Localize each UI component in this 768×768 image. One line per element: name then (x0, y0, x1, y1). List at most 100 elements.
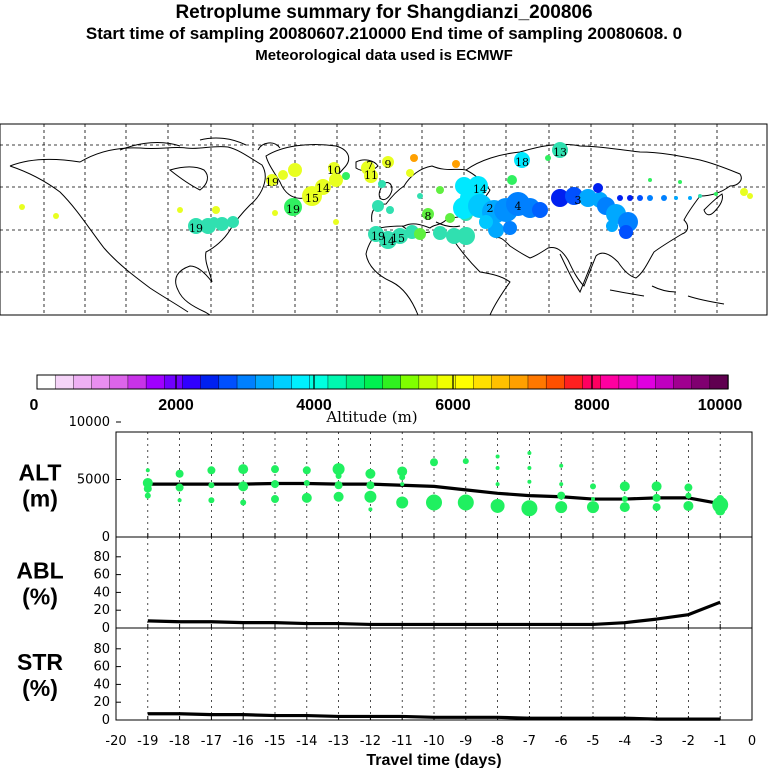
colorbar-tick-label: 0 (30, 397, 39, 414)
cluster-point (591, 497, 595, 502)
cluster-label: 14 (473, 183, 487, 196)
plume-cluster-dot (457, 227, 475, 245)
cluster-label: 10 (327, 164, 341, 177)
cluster-point (143, 484, 152, 493)
colorbar-swatch (473, 374, 493, 390)
colorbar-swatches (36, 374, 729, 390)
time-series-panels: 10000 5000 0 ALT (m) 80 60 40 20 0 ABL (%) 80 60 40 20 0… (16, 415, 756, 768)
plume-cluster-dot (648, 178, 652, 182)
plume-cluster-dot (382, 156, 394, 168)
plume-cluster-dot (53, 213, 59, 219)
x-tick-label: -14 (296, 734, 317, 749)
x-tick-label: -2 (682, 734, 695, 749)
colorbar-swatch (709, 374, 729, 390)
plume-cluster-dot (545, 155, 551, 161)
plume-cluster-dot (315, 179, 331, 195)
plume-cluster-dot (333, 219, 339, 225)
plume-cluster-dot (619, 225, 633, 239)
y-tick-label: 40 (93, 677, 110, 692)
plume-cluster-dot (436, 186, 444, 194)
colorbar-swatch (491, 374, 511, 390)
plume-cluster-dot (488, 222, 504, 238)
cluster-point (145, 468, 150, 473)
plume-cluster-dot (565, 187, 583, 205)
cluster-point (366, 481, 375, 490)
colorbar: 0 2000 4000 6000 8000 10000 Altitude (m) (30, 374, 743, 426)
y-tick-label: 0 (102, 530, 110, 545)
x-tick-label: -15 (264, 734, 285, 749)
colorbar-swatch (400, 374, 420, 390)
coast-asia (465, 143, 742, 287)
cluster-label: 19 (371, 230, 385, 243)
colorbar-swatch (36, 374, 56, 390)
plume-cluster-dot (674, 196, 678, 200)
colorbar-swatch (527, 374, 547, 390)
plume-clusters (19, 142, 753, 249)
colorbar-swatch (327, 374, 347, 390)
cluster-point (457, 494, 474, 511)
y-axis-label: STR (%) (17, 649, 63, 701)
cluster-point (303, 479, 310, 486)
plume-cluster-dot (364, 169, 378, 183)
cluster-point (142, 477, 153, 488)
plume-cluster-dot (284, 198, 302, 216)
cluster-point (495, 454, 500, 459)
x-tick-label: -5 (587, 734, 600, 749)
plume-cluster-dot (606, 220, 618, 232)
plume-cluster-dot (328, 162, 340, 174)
plume-cluster-dot (714, 192, 718, 196)
colorbar-swatch (636, 374, 656, 390)
plume-cluster-dot (678, 180, 682, 184)
x-tick-label: -8 (491, 734, 504, 749)
coast-hudson-bay (168, 166, 208, 191)
y-tick-label: 40 (93, 585, 110, 600)
colorbar-swatch (618, 374, 638, 390)
map-frame (0, 123, 768, 316)
coast-north-america-west (9, 165, 189, 313)
cluster-point (335, 473, 342, 480)
cluster-point (715, 505, 726, 516)
cluster-point (175, 483, 184, 492)
colorbar-swatch (345, 374, 366, 390)
cluster-point (490, 498, 505, 513)
cluster-point (590, 483, 596, 490)
cluster-label: 3 (575, 194, 582, 207)
colorbar-swatch (455, 374, 475, 390)
cluster-point (208, 482, 215, 489)
cluster-point (495, 466, 500, 470)
plume-cluster-dot (452, 160, 460, 168)
cluster-point (430, 458, 438, 467)
colorbar-swatch (564, 374, 584, 390)
cluster-label: 13 (553, 146, 567, 159)
colorbar-swatch (73, 374, 93, 390)
colorbar-tick-label: 10000 (698, 397, 743, 414)
cluster-point (399, 474, 406, 481)
panel-abl: 80 60 40 20 0 ABL (%) (16, 536, 753, 636)
coast-africa-east (451, 237, 511, 316)
cluster-point (685, 492, 692, 499)
plume-cluster-dot (378, 180, 386, 188)
plume-cluster-dot (507, 175, 517, 185)
x-tick-label: -10 (423, 734, 444, 749)
colorbar-tick-label: 8000 (574, 397, 610, 414)
cluster-point (619, 481, 630, 492)
x-tick-label: -1 (714, 734, 727, 749)
colorbar-swatch (218, 374, 238, 390)
plume-cluster-dot (414, 228, 426, 240)
y-tick-label: 60 (93, 660, 110, 675)
cluster-point (334, 481, 343, 490)
x-tick-label: -4 (618, 734, 631, 749)
plume-cluster-dot (392, 228, 408, 244)
colorbar-swatch (382, 374, 402, 390)
colorbar-swatch (182, 374, 202, 390)
panel-alt: 10000 5000 0 ALT (m) (18, 415, 753, 545)
x-tick-label: -9 (459, 734, 472, 749)
cluster-point (238, 464, 249, 475)
plume-cluster-dot (177, 207, 183, 213)
colorbar-swatch (418, 374, 438, 390)
cluster-label: 14 (316, 182, 330, 195)
x-tick-label: -16 (233, 734, 254, 749)
plume-cluster-dot (266, 174, 278, 186)
cluster-point (175, 469, 184, 478)
